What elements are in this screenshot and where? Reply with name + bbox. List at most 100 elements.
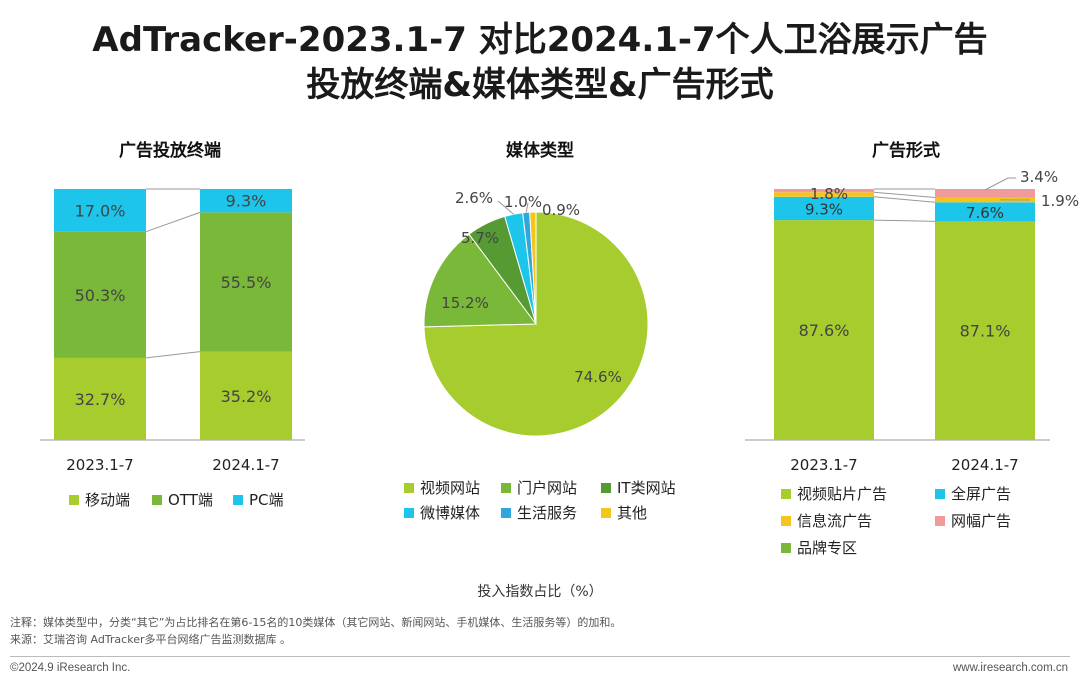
legend-item-feed: 信息流广告 — [781, 510, 872, 531]
legend-label: 视频网站 — [420, 479, 481, 497]
pie-slice — [423, 233, 537, 328]
data-label: 87.6% — [799, 321, 850, 340]
page-title: AdTracker-2023.1-7 对比2024.1-7个人卫浴展示广告 投放… — [0, 18, 1080, 108]
data-label: 35.2% — [221, 387, 272, 406]
legend-label: 全屏广告 — [951, 485, 1012, 503]
legend-item-preroll: 视频贴片广告 — [781, 483, 887, 504]
legend-swatch — [601, 507, 611, 518]
bar-segment — [774, 189, 874, 193]
data-label: 9.3% — [226, 192, 267, 211]
legend-item-it: IT类网站 — [601, 477, 676, 498]
connector-line — [145, 351, 201, 359]
footer-url: www.iresearch.com.cn — [952, 662, 1068, 674]
bar-segment — [774, 220, 874, 440]
legend-label: PC端 — [249, 491, 284, 509]
legend-label: 门户网站 — [517, 479, 578, 497]
leader-line — [525, 202, 529, 213]
bar-segment — [54, 357, 146, 440]
legend-swatch — [404, 482, 414, 493]
data-label: 9.3% — [805, 200, 843, 218]
legend-label: 视频贴片广告 — [797, 485, 888, 503]
bar-segment — [935, 189, 1035, 198]
leader-line — [497, 200, 514, 215]
legend-swatch — [152, 494, 162, 505]
legend-swatch — [404, 507, 414, 518]
legend-label: OTT端 — [168, 491, 213, 509]
bar-segment — [200, 351, 292, 440]
chart-title-media: 媒体类型 — [506, 141, 574, 161]
legend-label: 移动端 — [85, 491, 131, 509]
footer-copyright: ©2024.9 iResearch Inc. — [10, 662, 131, 674]
data-label: 1.0% — [504, 193, 542, 211]
bar-segment — [935, 202, 1035, 222]
data-label: 55.5% — [221, 273, 272, 292]
connector-line — [873, 196, 936, 203]
data-label: 74.6% — [574, 368, 622, 386]
data-label: 0.9% — [542, 201, 580, 219]
bar-segment — [54, 231, 146, 358]
data-label: 7.6% — [966, 204, 1004, 222]
legend-label: 生活服务 — [517, 504, 578, 522]
legend-swatch — [501, 507, 511, 518]
bar-segment — [774, 192, 874, 197]
data-label: 15.2% — [441, 294, 489, 312]
footer-divider — [10, 656, 1070, 657]
legend-item-fullscreen: 全屏广告 — [935, 483, 1011, 504]
title-line-2: 投放终端&媒体类型&广告形式 — [306, 65, 774, 105]
x-tick-label: 2024.1-7 — [951, 456, 1018, 474]
bar-segment — [54, 189, 146, 232]
legend-swatch — [601, 482, 611, 493]
data-label: 5.7% — [461, 229, 499, 247]
bar-segment — [774, 196, 874, 221]
data-label: 1.9% — [1041, 192, 1079, 210]
axis-title: 投入指数占比（%） — [477, 584, 603, 600]
connector-line — [145, 211, 201, 233]
legend-swatch — [781, 515, 791, 526]
legend-item-brandzone: 品牌专区 — [781, 537, 857, 558]
data-label: 50.3% — [75, 286, 126, 305]
legend-swatch — [501, 482, 511, 493]
legend-item-banner: 网幅广告 — [935, 510, 1011, 531]
data-label: 17.0% — [75, 201, 126, 220]
bar-segment — [935, 221, 1035, 440]
chart-title-format: 广告形式 — [872, 141, 940, 161]
legend-item-video: 视频网站 — [404, 477, 480, 498]
leader-line — [984, 177, 1009, 191]
x-tick-label: 2023.1-7 — [66, 456, 133, 474]
legend-label: IT类网站 — [617, 479, 676, 497]
bar-segment — [935, 197, 1035, 203]
legend-swatch — [935, 488, 945, 499]
legend-swatch — [233, 494, 243, 505]
data-label: 32.7% — [75, 390, 126, 409]
connector-line — [873, 191, 936, 199]
legend-item-pc: PC端 — [233, 489, 284, 510]
legend-item-other: 其他 — [601, 502, 647, 523]
title-line-1: AdTracker-2023.1-7 对比2024.1-7个人卫浴展示广告 — [92, 20, 988, 60]
legend-item-life: 生活服务 — [501, 502, 577, 523]
legend-label: 微博媒体 — [420, 504, 481, 522]
x-tick-label: 2024.1-7 — [212, 456, 279, 474]
legend-swatch — [781, 488, 791, 499]
bar-segment — [200, 189, 292, 213]
source-note: 来源：艾瑞咨询 AdTracker多平台网络广告监测数据库 。 — [10, 633, 291, 646]
x-tick-label: 2023.1-7 — [790, 456, 857, 474]
legend-label: 品牌专区 — [797, 539, 858, 557]
data-label: 2.6% — [455, 189, 493, 207]
legend-swatch — [781, 542, 791, 553]
bar-segment — [200, 212, 292, 352]
legend-item-ott: OTT端 — [152, 489, 213, 510]
data-label: 87.1% — [960, 322, 1011, 341]
footnote: 注释：媒体类型中，分类“其它”为占比排名在第6-15名的10类媒体（其它网站、新… — [10, 616, 622, 629]
legend-swatch — [69, 494, 79, 505]
data-label: 3.4% — [1020, 168, 1058, 186]
legend-item-portal: 门户网站 — [501, 477, 577, 498]
data-label: 1.8% — [810, 185, 848, 203]
legend-label: 信息流广告 — [797, 512, 873, 530]
chart-title-terminal: 广告投放终端 — [119, 141, 221, 161]
pie-slice — [529, 211, 537, 325]
legend-item-mobile: 移动端 — [69, 489, 130, 510]
legend-label: 网幅广告 — [951, 512, 1012, 530]
legend-label: 其他 — [617, 504, 648, 522]
legend-swatch — [935, 515, 945, 526]
